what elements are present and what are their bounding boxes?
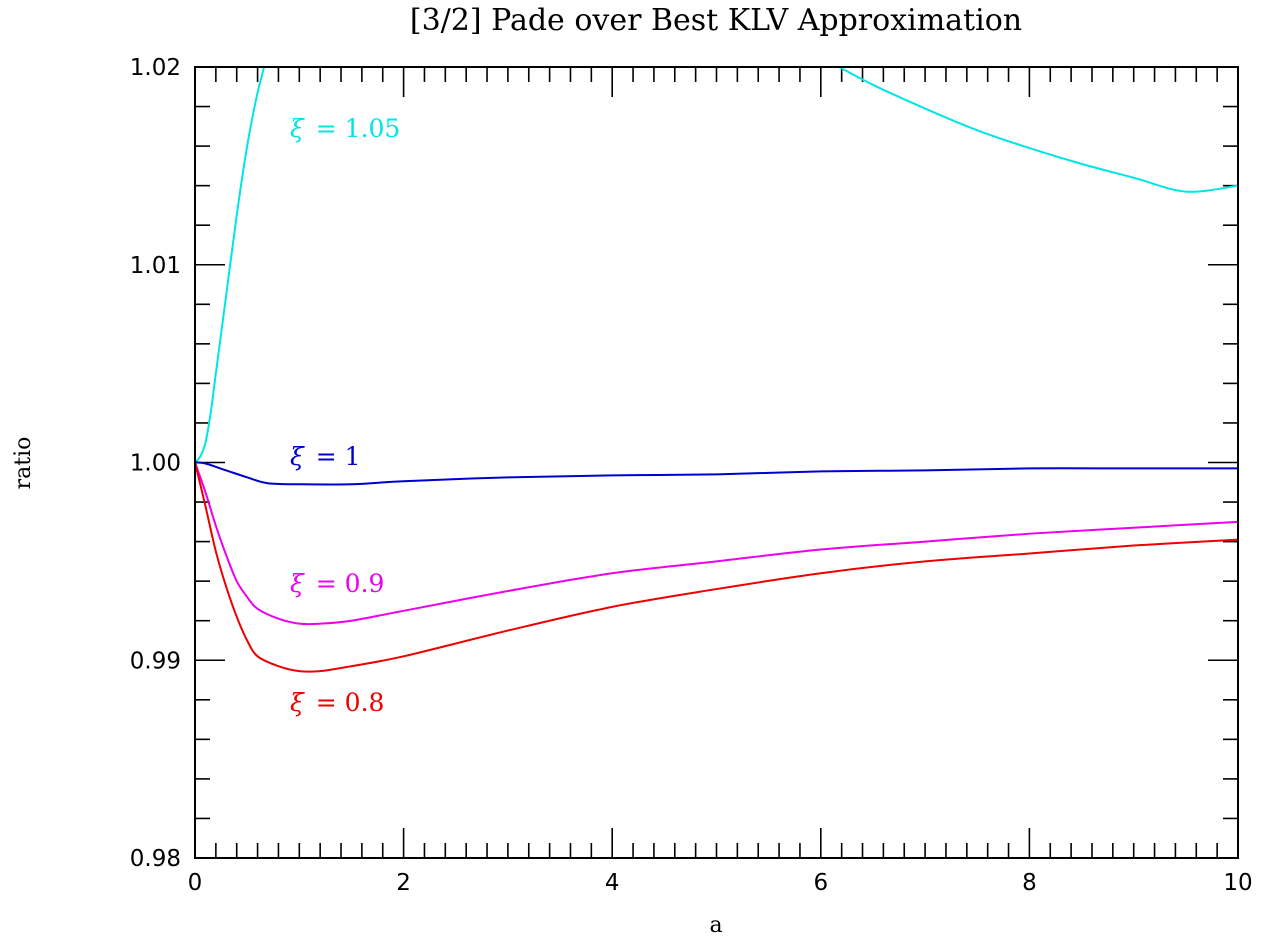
x-tick-label: 0 [188, 870, 203, 896]
series-label: ξ = 0.9 [290, 569, 384, 598]
x-tick-label: 4 [605, 870, 620, 896]
series-line [195, 462, 1238, 673]
series-label-value: = 1.05 [316, 114, 401, 143]
xi-symbol: ξ [290, 442, 305, 471]
chart-title: [3/2] Pade over Best KLV Approximation [410, 3, 1022, 38]
y-tick-label: 1.02 [130, 55, 181, 81]
y-axis-label: ratio [11, 437, 36, 490]
tick-labels: 0 2 4 6 8 10 0.98 0.99 1.00 1.01 1.02 [130, 55, 1253, 896]
series-label-value: = 0.9 [316, 569, 385, 598]
xi-symbol: ξ [290, 688, 305, 717]
series-label: ξ = 1.05 [290, 114, 400, 143]
x-tick-label: 10 [1223, 870, 1252, 896]
series-label: ξ = 1 [290, 442, 361, 471]
xi-symbol: ξ [290, 114, 305, 143]
series-line [836, 67, 1238, 193]
x-tick-label: 6 [813, 870, 828, 896]
plot-frame [194, 66, 1239, 859]
series-labels: ξ = 1.05 ξ = 1 ξ = 0.9 ξ = 0.8 [290, 114, 400, 717]
x-tick-label: 2 [396, 870, 411, 896]
series-label-value: = 1 [316, 442, 361, 471]
xi-symbol: ξ [290, 569, 305, 598]
series-label: ξ = 0.8 [290, 688, 384, 717]
series-lines [195, 67, 1238, 673]
y-tick-label: 1.01 [130, 253, 181, 279]
series-line [195, 67, 266, 464]
y-tick-label: 0.98 [130, 846, 181, 872]
x-tick-label: 8 [1022, 870, 1037, 896]
series-label-value: = 0.8 [316, 688, 385, 717]
y-tick-label: 1.00 [130, 451, 181, 477]
series-line [195, 462, 1238, 626]
y-tick-label: 0.99 [130, 648, 181, 674]
x-axis-label: a [709, 913, 722, 936]
series-line [195, 461, 1238, 486]
